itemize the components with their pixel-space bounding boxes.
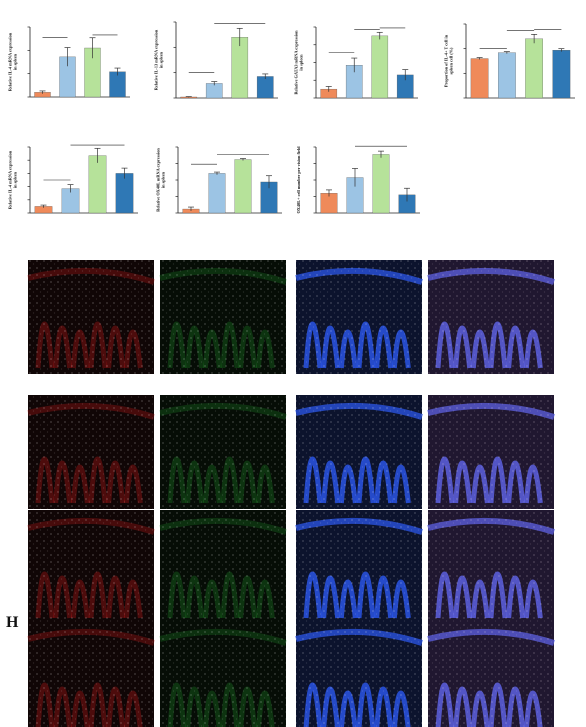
merge-overlay [428, 260, 554, 374]
micrograph-cn-ile-cd11c [159, 510, 287, 624]
y-axis-label: Relative IL-13 mRNA expressionin spleen [154, 29, 164, 90]
stain-texture [160, 395, 286, 509]
stain-texture [28, 260, 154, 374]
chart-panel-g: OX40L+ cell number per vision field [296, 146, 420, 214]
y-axis-label: OX40L+ cell number per vision field [296, 146, 301, 214]
chart-panel-d: Proportion of IL-4+ T cell inspleen cell… [444, 23, 575, 99]
y-axis-label-line: Relative IL-13 mRNA expression [154, 29, 159, 90]
bar-cn-ile-lcz [256, 76, 274, 99]
stain-texture [296, 621, 422, 727]
y-axis-label: Proportion of IL-4+ T cell inspleen cell… [444, 34, 454, 87]
stain-texture [28, 395, 154, 509]
chart-panel-b: Relative IL-13 mRNA expressionin spleen [154, 21, 278, 99]
stain-texture [160, 510, 286, 624]
micrograph-cn-ile-lcz-cd11c [159, 621, 287, 727]
micrograph-grid [27, 260, 555, 727]
y-axis-label-line: Relative GATA3 mRNA expression [294, 30, 299, 95]
y-axis-label: Relative OX40L mRNA expressionin spleen [156, 148, 166, 212]
y-axis-label: Relative GATA3 mRNA expressionin spleen [294, 30, 304, 95]
micrograph-cn-ile-lcz-dapi [295, 621, 423, 727]
stain-texture [428, 260, 554, 374]
bar-cn-ile-lcz [109, 71, 126, 98]
bar-cn-ile [88, 155, 107, 214]
chart-panel-c: Relative GATA3 mRNA expressionin spleen [294, 26, 418, 99]
stain-texture [160, 621, 286, 727]
chart-panel-a: Relative IL-4 mRNA expressionin spleen [8, 26, 130, 98]
micrograph-pbs-cd11c [159, 260, 287, 374]
y-axis-label: Relative IL-4 mRNA expressionin spleen [8, 32, 18, 91]
bar-cn-ile [231, 37, 249, 99]
stain-texture [160, 260, 286, 374]
bar-cn [498, 52, 516, 99]
stain-texture [296, 395, 422, 509]
y-axis-label-line: Relative OX40L mRNA expression [156, 148, 161, 212]
stain-texture [28, 510, 154, 624]
micrograph-pbs-dapi [295, 260, 423, 374]
stain-texture [428, 621, 554, 727]
y-axis-label-line: in spleen [159, 51, 164, 68]
y-axis-label-line: in spleen [13, 171, 18, 188]
bar-cn-ile [525, 38, 543, 99]
bar-cn-ile [372, 154, 390, 214]
stain-texture [428, 395, 554, 509]
stain-texture [428, 510, 554, 624]
micrograph-pbs-merge [427, 260, 555, 374]
y-axis-label-line: Relative IL-4 mRNA expression [8, 150, 13, 209]
micrograph-cn-ile-lcz-merge [427, 621, 555, 727]
micrograph-cn-ile-dapi [295, 510, 423, 624]
micrograph-cn-cd11c [159, 395, 287, 509]
micrograph-pbs-ox40l [27, 260, 155, 374]
bar-cn-ile-lcz [115, 173, 134, 214]
bar-cn-ile [234, 159, 252, 214]
y-axis-label: Relative IL-4 mRNA expressionin spleen [8, 150, 18, 209]
y-axis-label-line: Proportion of IL-4+ T cell in [444, 34, 449, 87]
micrograph-cn-ile-ox40l [27, 510, 155, 624]
y-axis-label-line: in spleen [13, 53, 18, 70]
y-axis-label-line: in spleen [161, 171, 166, 188]
micrograph-cn-ile-merge [427, 510, 555, 624]
bar-cn-ile [371, 35, 389, 99]
y-axis-label-line: Relative IL-4 mRNA expression [8, 32, 13, 91]
charts-layer: Relative IL-4 mRNA expressionin spleen Re… [8, 21, 575, 214]
merge-overlay [428, 510, 554, 624]
y-axis-label-line: OX40L+ cell number per vision field [296, 146, 301, 214]
micrograph-cn-ox40l [27, 395, 155, 509]
merge-overlay [428, 395, 554, 509]
bar-cn [208, 173, 226, 214]
micrograph-cn-dapi [295, 395, 423, 509]
stain-texture [296, 260, 422, 374]
stain-texture [28, 621, 154, 727]
micrograph-cn-merge [427, 395, 555, 509]
merge-overlay [428, 621, 554, 727]
bar-pbs [470, 58, 489, 99]
chart-panel-f: Relative OX40L mRNA expressionin spleen [156, 146, 282, 214]
bar-cn [205, 83, 223, 99]
y-axis-label-line: spleen cell (%) [449, 47, 454, 75]
bar-cn-ile-lcz [552, 49, 571, 99]
y-axis-label-line: in spleen [299, 54, 304, 71]
stain-texture [296, 510, 422, 624]
chart-panel-e: Relative IL-4 mRNA expressionin spleen [8, 144, 138, 214]
panel-letter-h: H [6, 614, 19, 631]
micrograph-cn-ile-lcz-ox40l [27, 621, 155, 727]
